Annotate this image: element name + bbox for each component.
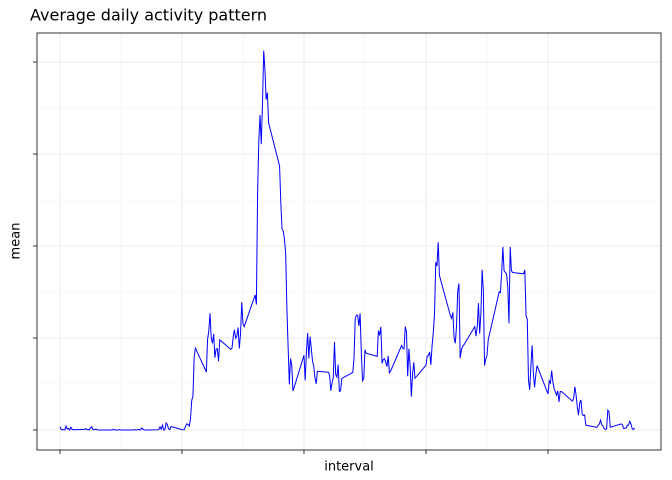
x-axis-label: interval [324,460,374,475]
panel-border [36,32,662,451]
y-axis-label: mean [9,223,24,260]
chart-title: Average daily activity pattern [30,6,267,25]
data-line [59,50,636,431]
